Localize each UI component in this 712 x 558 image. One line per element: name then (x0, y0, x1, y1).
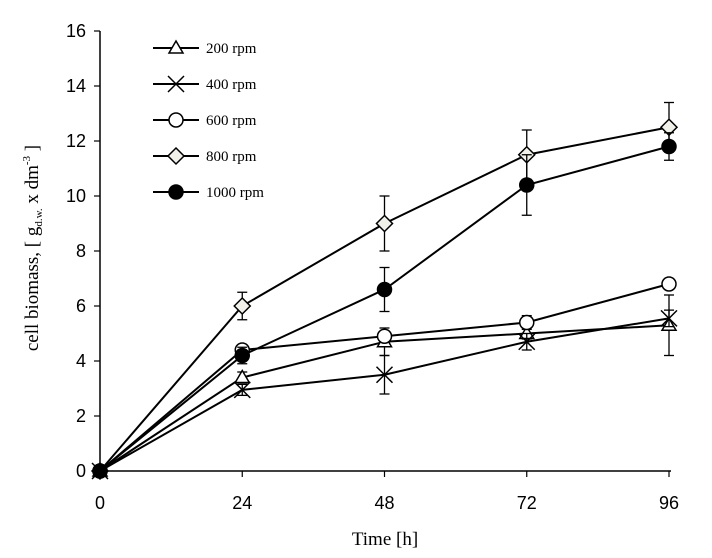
legend-entry: 400 rpm (153, 75, 257, 93)
y-tick-label: 14 (66, 76, 86, 96)
x-tick-label: 72 (517, 493, 537, 513)
marker-circle-open (376, 328, 393, 344)
legend-label: 200 rpm (206, 41, 257, 57)
legend-entry: 200 rpm (153, 39, 257, 57)
legend-label: 400 rpm (206, 77, 257, 93)
y-tick-label: 6 (76, 296, 86, 316)
y-tick-label: 4 (76, 351, 86, 371)
marker-x (375, 366, 394, 384)
y-tick-label: 8 (76, 241, 86, 261)
marker-circle-filled (661, 138, 677, 155)
y-tick-label: 2 (76, 406, 86, 426)
x-tick-label: 0 (95, 493, 105, 513)
marker-x (167, 75, 185, 93)
x-tick-label: 24 (232, 493, 252, 513)
y-tick-label: 10 (66, 186, 86, 206)
marker-circle-open (519, 314, 535, 331)
legend-entry: 800 rpm (153, 146, 257, 166)
marker-diamond (233, 296, 252, 316)
y-tick-label: 16 (66, 21, 86, 41)
legend-entry: 600 rpm (153, 112, 257, 129)
marker-circle-open (661, 276, 677, 292)
marker-x-stroke (375, 366, 394, 384)
x-axis-title: Time [h] (352, 529, 418, 550)
marker-circle-filled (376, 281, 393, 298)
marker-x (233, 381, 251, 399)
series-1000-rpm (92, 132, 677, 479)
marker-triangle (167, 39, 185, 54)
y-tick-label: 12 (66, 131, 86, 151)
marker-circle-open (168, 112, 184, 128)
series-400-rpm (91, 309, 678, 480)
y-axis-title-prefix: cell biomass, [ g (22, 226, 43, 351)
y-axis-title-suffix: ] (22, 145, 43, 156)
marker-x (660, 309, 678, 327)
legend-label: 1000 rpm (206, 185, 264, 201)
series-layer (90, 101, 679, 481)
marker-circle-filled (234, 347, 250, 364)
marker-x (518, 333, 536, 351)
legend-entry: 1000 rpm (153, 184, 264, 201)
marker-x-stroke (167, 75, 185, 93)
marker-diamond (375, 214, 394, 233)
y-tick-label: 0 (76, 461, 86, 481)
marker-x-stroke (233, 381, 251, 399)
marker-triangle (233, 369, 251, 384)
marker-diamond (166, 146, 186, 166)
legend-label: 600 rpm (206, 113, 257, 129)
legend-label: 800 rpm (206, 149, 257, 165)
y-axis-title-middle: x dm (22, 165, 43, 209)
y-axis-title-superscript: -3 (21, 155, 33, 165)
marker-x-stroke (518, 333, 536, 351)
marker-circle-filled (519, 177, 535, 193)
legend: 200 rpm 400 rpm 600 rpm 800 rpm 1000 rpm (153, 39, 264, 201)
marker-circle-filled (168, 184, 184, 200)
x-tick-label: 96 (659, 493, 679, 513)
marker-x-stroke (660, 309, 678, 327)
y-axis-title-subscript: d.w. (33, 208, 45, 226)
x-tick-label: 48 (374, 493, 394, 513)
y-axis-title: cell biomass, [ gd.w. x dm-3 ] (21, 145, 45, 351)
marker-circle-filled (92, 463, 108, 479)
